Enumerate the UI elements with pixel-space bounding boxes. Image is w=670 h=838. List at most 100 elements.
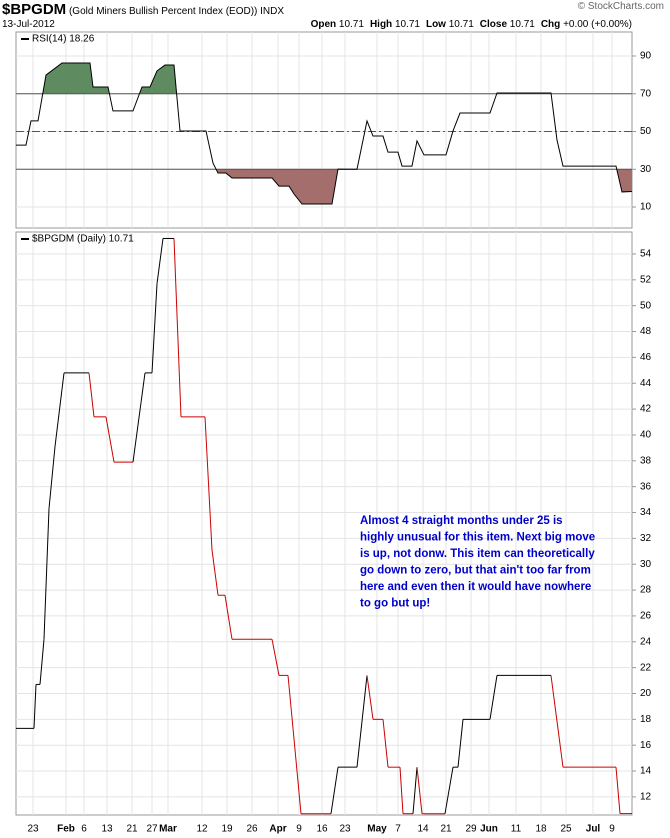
- y-tick-label: 42: [640, 404, 652, 415]
- price-segment: [271, 639, 280, 676]
- price-segment: [151, 283, 158, 373]
- x-tick-label: 26: [246, 824, 258, 835]
- price-segment: [356, 675, 368, 768]
- x-tick-label: 21: [126, 824, 138, 835]
- x-tick-label: 14: [417, 824, 429, 835]
- legend-label: RSI(14) 18.26: [32, 34, 95, 45]
- y-tick-label: 50: [640, 126, 652, 137]
- price-segment: [88, 372, 95, 417]
- price-segment: [48, 446, 56, 509]
- x-tick-label: 21: [440, 824, 452, 835]
- quote-value: 10.71: [509, 19, 535, 30]
- annotation: to go but up!: [360, 598, 430, 610]
- y-tick-label: 14: [640, 766, 652, 777]
- x-tick-label: 12: [196, 824, 208, 835]
- price-segment: [43, 508, 50, 640]
- y-tick-label: 54: [640, 249, 652, 260]
- x-tick-label: Apr: [269, 824, 286, 835]
- rsi-line: [16, 62, 633, 205]
- quote-value: 10.71: [394, 19, 420, 30]
- y-tick-label: 24: [640, 636, 652, 647]
- price-segment: [54, 372, 65, 447]
- price-segment: [489, 675, 498, 720]
- price-segment: [33, 684, 37, 729]
- x-tick-label: Jul: [586, 824, 601, 835]
- price-segment: [105, 416, 115, 463]
- header: $BPGDM (Gold Miners Bullish Percent Inde…: [2, 1, 668, 31]
- legend-label: $BPGDM (Daily) 10.71: [32, 234, 134, 245]
- quote-value: +0.00 (+0.00%): [563, 19, 632, 30]
- y-tick-label: 20: [640, 688, 652, 699]
- annotation: highly unusual for this item. Next big m…: [360, 532, 595, 544]
- price-segment: [444, 767, 454, 814]
- y-tick-label: 44: [640, 378, 652, 389]
- x-tick-label: May: [367, 824, 387, 835]
- price-segment: [39, 639, 45, 685]
- y-tick-label: 22: [640, 662, 652, 673]
- x-tick-label: 11: [511, 824, 522, 835]
- x-tick-label: 25: [560, 824, 572, 835]
- y-tick-label: 90: [640, 51, 652, 62]
- quote: Open 10.71 High 10.71 Low 10.71 Close 10.71…: [305, 19, 632, 30]
- quote-value: 10.71: [338, 19, 364, 30]
- credit: © StockCharts.com: [577, 1, 664, 12]
- quote-value: 10.71: [448, 19, 474, 30]
- y-tick-label: 10: [640, 202, 652, 213]
- price-segment: [615, 767, 621, 814]
- x-tick-label: 6: [81, 824, 87, 835]
- price-segment: [330, 767, 339, 814]
- x-tick-label: Jun: [480, 824, 498, 835]
- price-segment: [156, 238, 164, 284]
- x-tick-label: 16: [316, 824, 328, 835]
- y-tick-label: 48: [640, 326, 652, 337]
- y-tick-label: 40: [640, 430, 652, 441]
- quote-label: Chg: [540, 19, 561, 30]
- annotation: Almost 4 straight months under 25 is: [360, 515, 563, 527]
- y-tick-label: 36: [640, 481, 652, 492]
- quote-label: Open: [310, 19, 337, 30]
- price-segment: [382, 719, 389, 768]
- price-segment: [399, 767, 404, 814]
- price-segment: [140, 372, 146, 403]
- y-tick-label: 52: [640, 274, 652, 285]
- date: 13-Jul-2012: [2, 19, 55, 30]
- index-name: (Gold Miners Bullish Percent Index (EOD)…: [68, 6, 258, 17]
- price-segment: [366, 675, 374, 720]
- panel: [15, 231, 633, 816]
- x-tick-label: 27: [146, 824, 158, 835]
- x-tick-label: 23: [27, 824, 39, 835]
- x-tick-label: Mar: [159, 824, 177, 835]
- x-tick-label: 23: [339, 824, 351, 835]
- annotation: here and even then it would have nowhere: [360, 581, 591, 593]
- price-segment: [287, 675, 294, 729]
- x-tick-label: 9: [609, 824, 615, 835]
- y-tick-label: 18: [640, 714, 652, 725]
- y-tick-label: 26: [640, 611, 652, 622]
- x-tick-label: 9: [296, 824, 302, 835]
- y-tick-label: 30: [640, 164, 652, 175]
- x-tick-label: 7: [395, 824, 401, 835]
- price-segment: [550, 675, 564, 768]
- y-tick-label: 46: [640, 352, 652, 363]
- y-tick-label: 32: [640, 533, 652, 544]
- y-tick-label: 12: [640, 792, 652, 803]
- y-tick-label: 28: [640, 585, 652, 596]
- x-tick-label: 13: [101, 824, 113, 835]
- price-segment: [224, 595, 233, 640]
- y-tick-label: 16: [640, 740, 652, 751]
- price-segment: [132, 402, 142, 463]
- overbought-area: [42, 62, 552, 94]
- symbol: $BPGDM: [2, 1, 67, 18]
- price-segment: [416, 767, 423, 814]
- oversold-area: [16, 169, 632, 205]
- x-tick-label: Feb: [57, 824, 75, 835]
- price-segment: [211, 549, 219, 596]
- price-segment: [457, 719, 464, 768]
- quote-label: High: [369, 19, 393, 30]
- x-tick-label: 29: [465, 824, 477, 835]
- price-segment: [292, 728, 302, 814]
- y-tick-label: 70: [640, 88, 652, 99]
- annotation: go down to zero, but that ain't too far …: [360, 565, 591, 577]
